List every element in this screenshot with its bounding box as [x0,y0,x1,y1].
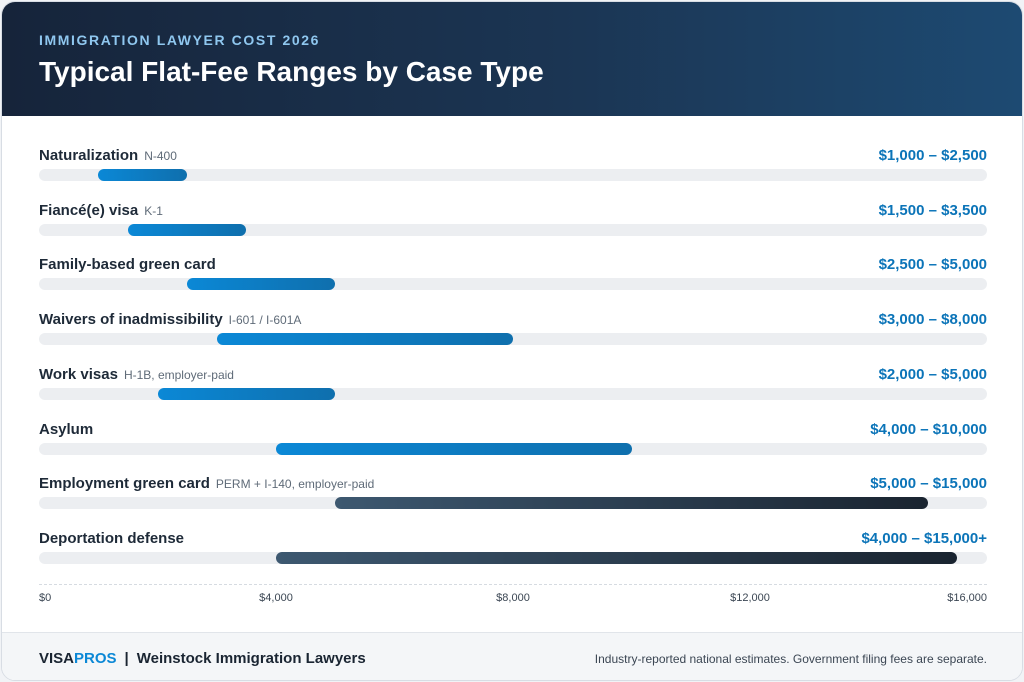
footer-note: Industry-reported national estimates. Go… [594,652,987,666]
chart-row: Waivers of inadmissibility I-601 / I-601A… [39,311,987,361]
row-label-text: Family-based green card [39,256,216,274]
row-range-label: $1,000 – $2,500 [878,147,987,164]
range-track [39,223,987,236]
row-label: Employment green card PERM + I-140, emplo… [39,475,374,492]
x-tick-label: $12,000 [730,592,770,604]
brand-visa: VISA [39,650,75,667]
row-label: Naturalization N-400 [39,147,177,164]
chart-row: Work visas H-1B, employer-paid $2,000 – $5… [39,366,987,416]
range-track [39,497,987,510]
chart-footer: VISAPROS | Weinstock Immigration Lawyers I… [2,632,1022,680]
range-bar [98,169,188,181]
row-label: Work visas H-1B, employer-paid [39,366,234,383]
x-tick-label: $8,000 [496,592,530,604]
range-track [39,551,987,564]
row-sublabel: H-1B, employer-paid [123,367,234,382]
chart-row: Asylum $4,000 – $10,000 [39,421,987,471]
range-track [39,442,987,455]
row-range-label: $2,500 – $5,000 [878,256,987,274]
row-range-label: $1,500 – $3,500 [878,201,987,219]
row-label-text: Work visas [39,365,118,383]
row-range-label: $3,000 – $8,000 [878,311,987,329]
x-tick-label: $4,000 [259,592,293,604]
range-bar [335,497,928,510]
row-sublabel: PERM + I-140, employer-paid [215,477,375,492]
chart-row: Fiancé(e) visa K-1 $1,500 – $3,500 [39,202,987,252]
row-sublabel: I-601 / I-601A [228,313,302,328]
range-track [39,169,987,181]
range-bar [276,551,958,564]
range-bar [157,387,336,400]
brand-pros: PROS [74,650,117,667]
chart-row: Naturalization N-400 $1,000 – $2,500 [39,147,987,197]
row-label: Family-based green card [39,256,216,273]
row-label: Waivers of inadmissibility I-601 / I-601A [39,311,301,328]
row-sublabel: N-400 [144,149,177,163]
range-bar [216,333,513,346]
row-label-text: Employment green card [39,475,210,493]
row-range-label: $5,000 – $15,000 [870,475,987,493]
row-label-text: Deportation defense [39,529,185,547]
brand-separator: | [124,650,129,667]
chart-eyebrow: IMMIGRATION LAWYER COST 2026 [39,32,321,48]
chart-row: Deportation defense $4,000 – $15,000+ [39,530,987,580]
chart-header: IMMIGRATION LAWYER COST 2026 Typical Fla… [2,2,1022,116]
x-tick-label: $16,000 [947,592,987,604]
chart-row: Family-based green card $2,500 – $5,000 [39,256,987,306]
range-track [39,333,987,346]
row-range-label: $2,000 – $5,000 [878,365,987,383]
row-label-text: Naturalization [39,147,139,164]
row-sublabel: K-1 [144,203,163,218]
x-axis-line [39,584,987,585]
range-bar [276,442,632,455]
range-bar [187,278,336,291]
row-label-text: Waivers of inadmissibility [39,311,223,329]
brand-logo: VISAPROS | Weinstock Immigration Lawyers [39,650,366,667]
x-tick-label: $0 [39,592,52,604]
range-track [39,278,987,291]
row-range-label: $4,000 – $10,000 [870,420,987,438]
row-label-text: Asylum [39,420,94,438]
row-label-text: Fiancé(e) visa [39,201,139,219]
row-label: Fiancé(e) visa K-1 [39,202,163,219]
chart-title: Typical Flat-Fee Ranges by Case Type [39,56,544,87]
firm-name: Weinstock Immigration Lawyers [136,650,366,667]
range-bar [127,223,247,236]
row-label: Asylum [39,421,93,438]
row-label: Deportation defense [39,530,184,547]
row-range-label: $4,000 – $15,000+ [861,529,987,547]
chart-row: Employment green card PERM + I-140, emplo… [39,475,987,525]
range-track [39,387,987,400]
